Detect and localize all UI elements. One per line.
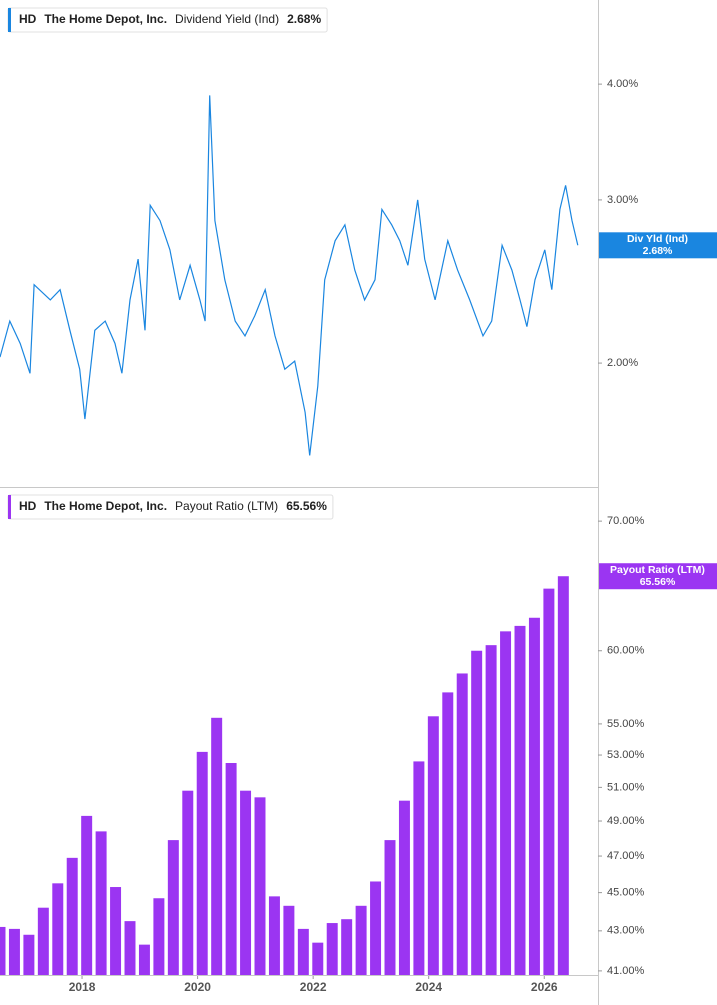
bar [283,905,295,975]
bar [138,944,150,975]
bar [485,645,497,975]
bar [124,921,136,975]
x-tick-label: 2026 [531,980,558,994]
header-color-bar [8,495,11,519]
bar [297,928,309,975]
bar [268,896,280,975]
series-header: HD The Home Depot, Inc. Payout Ratio (LTM)… [7,494,334,520]
bar [312,942,324,975]
bar [0,926,6,975]
y-tick-label: 41.00% [607,965,645,977]
y-tick-label: 45.00% [607,887,645,899]
bar [370,881,382,975]
bar [23,934,35,975]
y-tick-label: 43.00% [607,925,645,937]
bar [355,905,367,975]
x-tick-label: 2020 [184,980,211,994]
badge-name: Payout Ratio (LTM) [610,564,705,576]
bar [196,751,208,975]
badge-name: Div Yld (Ind) [627,233,688,245]
bar [225,763,237,975]
y-tick-label: 4.00% [607,78,638,90]
bar [37,907,49,975]
bar [442,692,454,975]
header-company: The Home Depot, Inc. [44,12,167,26]
bar [543,588,555,975]
bar [182,790,194,975]
current-value-badge [599,232,717,259]
bar [341,919,353,975]
bar [153,898,165,975]
y-tick-label: 51.00% [607,781,645,793]
header-current-value: 65.56% [286,499,327,513]
bar [81,815,93,975]
header-ticker: HD [19,499,37,513]
bar [95,831,107,975]
y-tick-label: 70.00% [607,515,645,527]
x-tick-label: 2022 [300,980,327,994]
y-tick-label: 53.00% [607,749,645,761]
badge-value: 2.68% [643,245,673,257]
y-tick-label: 55.00% [607,718,645,730]
bar [514,625,526,975]
bar [240,790,252,975]
header-company: The Home Depot, Inc. [44,499,167,513]
bar [8,928,20,975]
line [0,95,579,456]
x-tick-label: 2018 [69,980,96,994]
bar [427,716,439,975]
bar [384,840,396,975]
bar [167,840,179,975]
bar [456,673,468,975]
y-tick-label: 3.00% [607,194,638,206]
bar [254,797,266,975]
y-tick-label: 49.00% [607,815,645,827]
bar [557,576,569,975]
bar [413,761,425,975]
header-ticker: HD [19,12,37,26]
bar [528,617,540,975]
bar [110,887,122,975]
y-tick-label: 47.00% [607,850,645,862]
header-metric: Dividend Yield (Ind) [175,12,279,26]
header-current-value: 2.68% [287,12,321,26]
bar [471,650,483,975]
bar [211,717,223,975]
series-header: HD The Home Depot, Inc. Dividend Yield (In… [7,7,328,33]
y-tick-label: 60.00% [607,645,645,657]
x-tick-label: 2024 [415,980,442,994]
y-tick-label: 2.00% [607,357,638,369]
bar [398,800,410,975]
header-metric: Payout Ratio (LTM) [175,499,278,513]
badge-value: 65.56% [640,576,676,588]
bar [66,857,78,975]
bar [500,631,512,975]
header-color-bar [8,8,11,32]
bar [52,883,64,975]
current-value-badge [599,563,717,590]
bar [326,923,338,975]
